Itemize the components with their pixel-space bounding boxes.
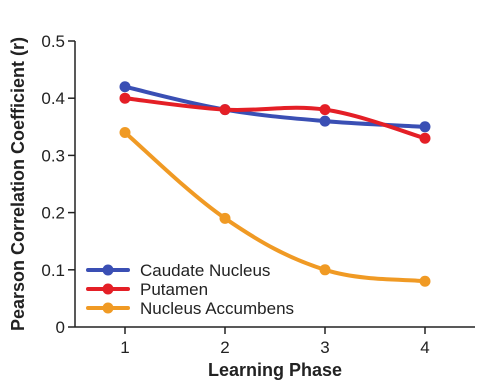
y-tick-label: 0.4 — [41, 89, 65, 108]
data-point — [419, 132, 431, 144]
series-3 — [119, 127, 431, 287]
y-tick-label: 0.2 — [41, 204, 65, 223]
legend-swatch-marker — [102, 264, 114, 276]
legend-swatch-marker — [102, 283, 114, 295]
x-tick-label: 2 — [220, 338, 229, 357]
data-point — [119, 81, 131, 93]
data-point — [319, 104, 331, 116]
y-tick-label: 0.1 — [41, 261, 65, 280]
legend-label: Caudate Nucleus — [140, 261, 270, 280]
y-axis-label: Pearson Correlation Coefficient (r) — [8, 37, 28, 331]
data-point — [219, 104, 231, 116]
data-point — [119, 127, 131, 139]
legend-swatch-marker — [102, 302, 114, 314]
data-point — [119, 92, 131, 104]
data-point — [319, 115, 331, 127]
data-point — [219, 212, 231, 224]
legend-item: Caudate Nucleus — [86, 261, 270, 280]
series-line — [123, 130, 427, 284]
series-2 — [119, 92, 431, 144]
legend-item: Putamen — [86, 280, 208, 299]
x-axis-label: Learning Phase — [208, 360, 342, 380]
y-tick-label: 0.3 — [41, 146, 65, 165]
legend-label: Nucleus Accumbens — [140, 299, 294, 318]
data-point — [419, 275, 431, 287]
series-layer — [119, 81, 431, 287]
x-tick-label: 3 — [320, 338, 329, 357]
x-tick-label: 4 — [420, 338, 429, 357]
data-point — [419, 121, 431, 133]
y-tick-label: 0 — [56, 318, 65, 337]
legend-label: Putamen — [140, 280, 208, 299]
data-point — [319, 264, 331, 276]
axes: 0 0.1 0.2 0.3 0.4 0.5 1 2 3 4 — [41, 32, 475, 357]
y-tick-label: 0.5 — [41, 32, 65, 51]
series-line — [123, 96, 427, 141]
legend-item: Nucleus Accumbens — [86, 299, 294, 318]
x-tick-label: 1 — [120, 338, 129, 357]
